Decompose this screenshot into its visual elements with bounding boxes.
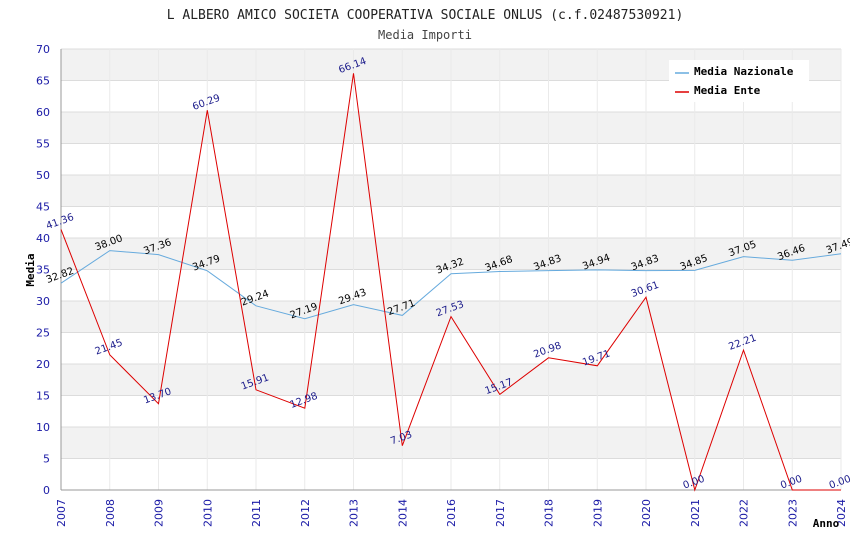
- x-tick-2022: 2022: [738, 499, 751, 527]
- y-tick-50: 50: [36, 169, 50, 182]
- series-line-media-nazionale: [60, 250, 842, 320]
- y-tick-40: 40: [36, 232, 50, 245]
- y-tick-45: 45: [36, 201, 50, 214]
- x-tick-2017: 2017: [494, 499, 507, 527]
- x-tick-2021: 2021: [689, 499, 702, 527]
- x-tick-2020: 2020: [640, 499, 653, 527]
- gridlines: [60, 48, 842, 491]
- legend: Media Nazionale Media Ente: [669, 60, 809, 102]
- x-tick-2008: 2008: [104, 499, 117, 527]
- y-tick-10: 10: [36, 421, 50, 434]
- x-tick-2011: 2011: [250, 499, 263, 527]
- legend-box: [669, 60, 809, 102]
- y-tick-15: 15: [36, 390, 50, 403]
- x-axis-label: Anno: [813, 517, 840, 530]
- chart-subtitle: Media Importi: [378, 28, 472, 42]
- x-tick-2019: 2019: [591, 499, 604, 527]
- x-tick-labels: 2007 2008 2009 2010 2011 2012 2013 2014 2016 2017…: [55, 499, 848, 527]
- x-tick-2007: 2007: [55, 499, 68, 527]
- y-tick-labels: 0 5 10 15 20 25 30 35 40 45 50 55 60 65 70: [36, 43, 50, 497]
- x-tick-2010: 2010: [201, 499, 214, 527]
- x-tick-2018: 2018: [543, 499, 556, 527]
- y-tick-60: 60: [36, 106, 50, 119]
- legend-label-media-nazionale: Media Nazionale: [694, 65, 794, 78]
- y-tick-20: 20: [36, 358, 50, 371]
- y-tick-65: 65: [36, 75, 50, 88]
- y-tick-5: 5: [43, 453, 50, 466]
- series-lines: [60, 73, 842, 492]
- x-tick-2023: 2023: [786, 499, 799, 527]
- x-tick-2024: 2024: [835, 499, 848, 527]
- y-tick-0: 0: [43, 484, 50, 497]
- x-tick-2009: 2009: [153, 499, 166, 527]
- y-tick-70: 70: [36, 43, 50, 56]
- series-line-media-ente: [60, 73, 841, 492]
- y-axis-label: Media: [24, 253, 37, 286]
- x-tick-2013: 2013: [348, 499, 361, 527]
- y-tick-25: 25: [36, 327, 50, 340]
- y-tick-35: 35: [36, 264, 50, 277]
- x-tick-2014: 2014: [396, 499, 409, 527]
- x-tick-2016: 2016: [445, 499, 458, 527]
- y-tick-55: 55: [36, 138, 50, 151]
- legend-label-media-ente: Media Ente: [694, 84, 761, 97]
- axes: [60, 49, 841, 491]
- x-tick-2012: 2012: [299, 499, 312, 527]
- y-tick-30: 30: [36, 295, 50, 308]
- chart-title: L ALBERO AMICO SOCIETA COOPERATIVA SOCIA…: [167, 8, 684, 23]
